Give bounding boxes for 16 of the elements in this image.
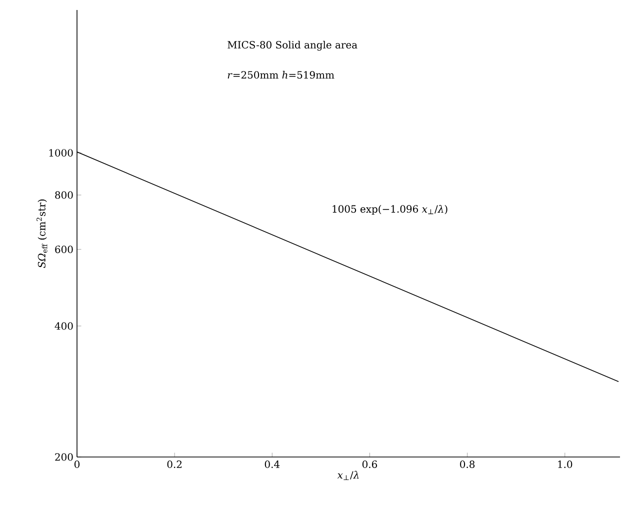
x-tick-label: 0.2 [167,460,182,468]
annotation: MICS-80 Solid angle area [228,40,358,51]
x-tick-label: 0 [74,460,80,468]
y-tick-label: 600 [55,246,73,254]
x-tick-label: 0.6 [362,460,378,468]
y-tick-label: 1000 [49,149,73,157]
y-tick-label: 200 [55,453,73,461]
y-tick-label: 400 [54,322,73,330]
y-tick-label: 800 [55,191,73,199]
x-tick-label: 0.4 [264,460,280,468]
annotation: 1005 exp(−1.096 x$_{⊥}$/λ) [332,204,448,215]
annotation: r=250mm h=519mm [228,70,334,79]
x-tick-label: 1.0 [558,460,572,468]
x-tick-label: 0.8 [460,460,475,468]
y-axis-title: SΩ$_{eff}$ (cm$^{2}$str) [36,200,48,268]
x-axis-title: x$_{⊥}$/λ [337,470,359,480]
